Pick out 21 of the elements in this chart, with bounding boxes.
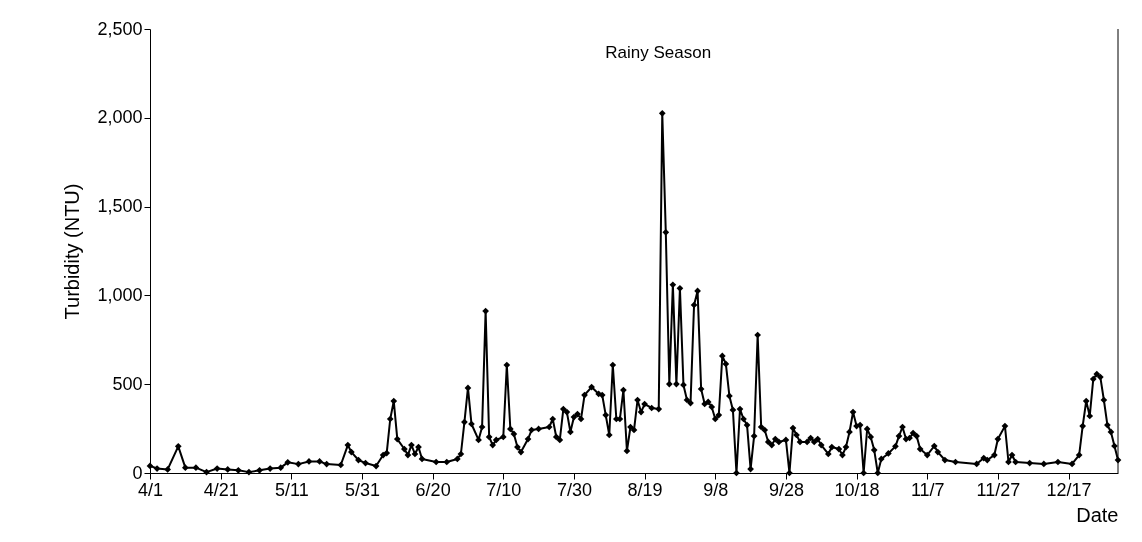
x-tick-label: 8/19 (627, 479, 663, 500)
y-tick-label: 2,500 (97, 18, 143, 39)
x-tick-label: 11/7 (910, 479, 945, 500)
x-tick-label: 5/31 (344, 479, 380, 500)
x-tick-label: 6/20 (415, 479, 451, 500)
x-tick-label: 7/10 (486, 479, 522, 500)
x-tick-label: 5/11 (274, 479, 309, 500)
y-tick-label: 1,000 (97, 284, 143, 305)
y-axis-title: Turbidity (NTU) (61, 183, 84, 320)
annotation: Rainy Season (605, 43, 712, 62)
x-tick-label: 12/17 (1046, 479, 1092, 500)
x-axis-title: Date (1076, 503, 1119, 526)
x-tick-label: 10/18 (834, 479, 880, 500)
x-tick-label: 11/27 (976, 479, 1021, 500)
x-tick-label: 4/21 (203, 479, 239, 500)
y-tick-label: 500 (112, 373, 143, 394)
y-tick-label: 1,500 (97, 196, 143, 217)
y-tick-label: 2,000 (97, 107, 143, 128)
x-tick-label: 9/8 (703, 479, 729, 500)
x-tick-label: 9/28 (768, 479, 804, 500)
x-tick-label: 7/30 (556, 479, 592, 500)
